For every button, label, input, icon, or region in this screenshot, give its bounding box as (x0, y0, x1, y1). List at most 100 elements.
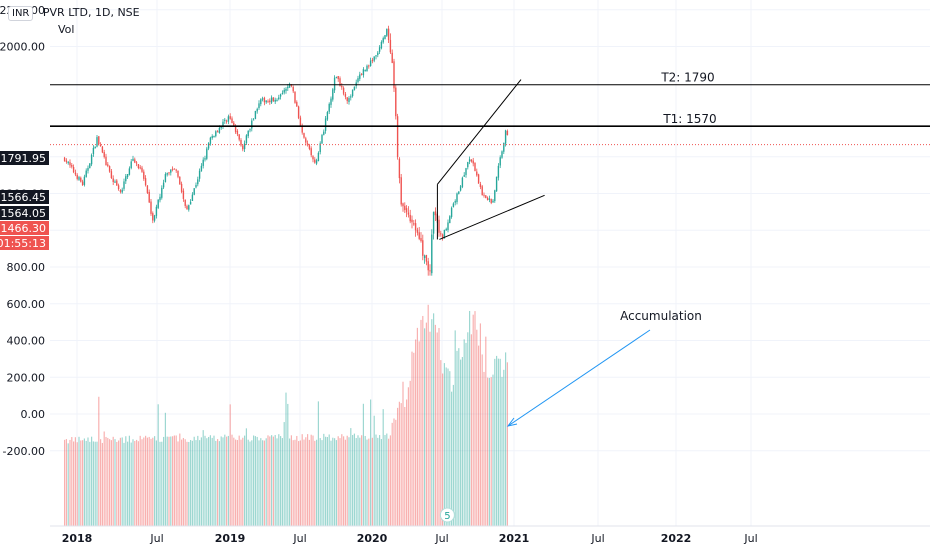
candle (501, 151, 503, 158)
chart-header: INR PVR LTD, 1D, NSE Vol (8, 6, 140, 36)
volume-bar (80, 440, 82, 526)
candle (186, 206, 188, 210)
volume-bar (91, 436, 93, 526)
volume-label: Vol (58, 23, 75, 36)
drawings: T2: 1790 T1: 1570 Accumulation 5 (50, 71, 930, 523)
volume-bar (148, 436, 150, 526)
volume-bar (371, 437, 373, 526)
volume-bar (312, 435, 314, 526)
currency-button[interactable]: INR (8, 6, 34, 21)
candle (422, 240, 424, 256)
candle (72, 167, 75, 173)
volume-bar (343, 436, 345, 526)
event-badge-label: 5 (444, 511, 450, 522)
candle (126, 174, 129, 178)
volume-bar (440, 360, 442, 526)
price-tag-box (0, 206, 49, 220)
volume-bar (172, 436, 174, 526)
volume-bar (114, 439, 116, 526)
volume-bar (258, 440, 260, 526)
candle (348, 98, 350, 102)
x-tick-label: 2018 (62, 532, 93, 545)
candle (344, 93, 347, 97)
volume-bar (506, 362, 508, 526)
candle (92, 147, 95, 155)
volume-bar (76, 442, 78, 526)
volume-bar (206, 438, 208, 526)
candle (351, 89, 354, 97)
volume-bar (478, 345, 480, 526)
candle (441, 234, 444, 239)
candle (198, 170, 201, 179)
volume-bar (272, 436, 274, 526)
candle (251, 120, 253, 129)
volume-bar (253, 435, 255, 526)
candle (182, 190, 185, 199)
volume-bar (303, 439, 305, 526)
candle (287, 86, 289, 89)
candle (476, 171, 478, 176)
volume-bar (240, 439, 242, 526)
volume-bar (314, 440, 316, 526)
volume-bar (485, 336, 487, 526)
candle (134, 159, 136, 163)
volume-bar (382, 409, 384, 526)
candle (150, 201, 152, 214)
candle (63, 157, 66, 162)
candle (384, 35, 386, 39)
candle (254, 110, 257, 119)
candle (402, 203, 404, 207)
candle (184, 199, 186, 206)
candle (409, 214, 411, 222)
candle (368, 65, 370, 67)
volume-bar (73, 441, 75, 526)
candle (90, 154, 93, 165)
x-tick-label: Jul (590, 532, 604, 545)
candle (452, 203, 455, 208)
candle (305, 138, 307, 143)
candle (434, 211, 437, 216)
volume-bar (380, 439, 382, 526)
volume-bar (436, 332, 438, 526)
candle (432, 212, 435, 234)
volume-bar (411, 351, 413, 526)
volume-bar (388, 438, 390, 526)
event-badge[interactable] (439, 507, 455, 523)
candle (429, 270, 431, 272)
volume-bar (404, 406, 406, 526)
volume-bar (186, 441, 188, 526)
t1-label: T1: 1570 (662, 112, 716, 126)
volume-bar (128, 435, 130, 526)
candle (173, 168, 176, 170)
candle (346, 97, 348, 102)
candle (474, 162, 476, 171)
candle (323, 131, 325, 135)
candle (299, 117, 302, 127)
volume-bar (321, 440, 323, 526)
t2-label: T2: 1790 (660, 71, 714, 85)
volume-bar (424, 328, 426, 526)
volume-bar (98, 396, 100, 526)
volume-bar (244, 435, 246, 526)
volume-bar (488, 377, 490, 526)
candle (238, 134, 240, 140)
candle (319, 143, 321, 153)
volume-bar (467, 332, 469, 526)
candle (209, 137, 212, 144)
candle (89, 163, 91, 169)
volume-bar (470, 334, 472, 526)
volume-bar (431, 319, 433, 526)
candle (146, 185, 149, 193)
volume-bar (281, 438, 283, 526)
volume-bar (71, 437, 73, 526)
accumulation-arrow (507, 329, 651, 427)
volume-bar (325, 436, 327, 526)
volume-bar (452, 384, 454, 526)
candle (364, 70, 366, 72)
volume-bar (339, 438, 341, 526)
volume-bar (146, 437, 148, 526)
volume-bar (226, 436, 228, 526)
y-tick-label: -200.00 (3, 445, 45, 458)
volume-bar (150, 438, 152, 526)
